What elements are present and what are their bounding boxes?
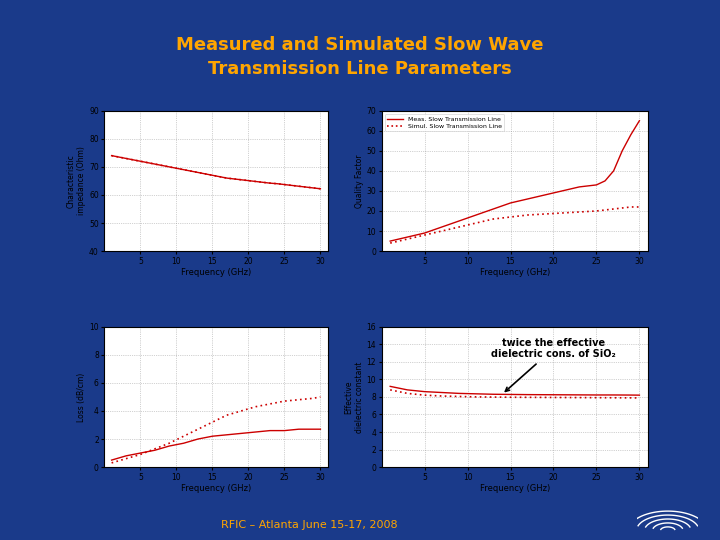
Text: Measured and Simulated Slow Wave
Transmission Line Parameters: Measured and Simulated Slow Wave Transmi… [176, 36, 544, 78]
Text: twice the effective
dielectric cons. of SiO₂: twice the effective dielectric cons. of … [491, 338, 616, 392]
X-axis label: Frequency (GHz): Frequency (GHz) [181, 484, 251, 494]
Y-axis label: Loss (dB/cm): Loss (dB/cm) [78, 372, 86, 422]
Y-axis label: Characteristic
impedance (Ohm): Characteristic impedance (Ohm) [67, 146, 86, 215]
X-axis label: Frequency (GHz): Frequency (GHz) [181, 268, 251, 278]
Text: RFIC – Atlanta June 15-17, 2008: RFIC – Atlanta June 15-17, 2008 [221, 520, 398, 530]
Legend: Meas. Slow Transmission Line, Simul. Slow Transmission Line: Meas. Slow Transmission Line, Simul. Slo… [384, 114, 504, 131]
Y-axis label: Quality Factor: Quality Factor [354, 154, 364, 208]
Y-axis label: Effective
dielectric constant: Effective dielectric constant [344, 361, 364, 433]
X-axis label: Frequency (GHz): Frequency (GHz) [480, 268, 550, 278]
X-axis label: Frequency (GHz): Frequency (GHz) [480, 484, 550, 494]
